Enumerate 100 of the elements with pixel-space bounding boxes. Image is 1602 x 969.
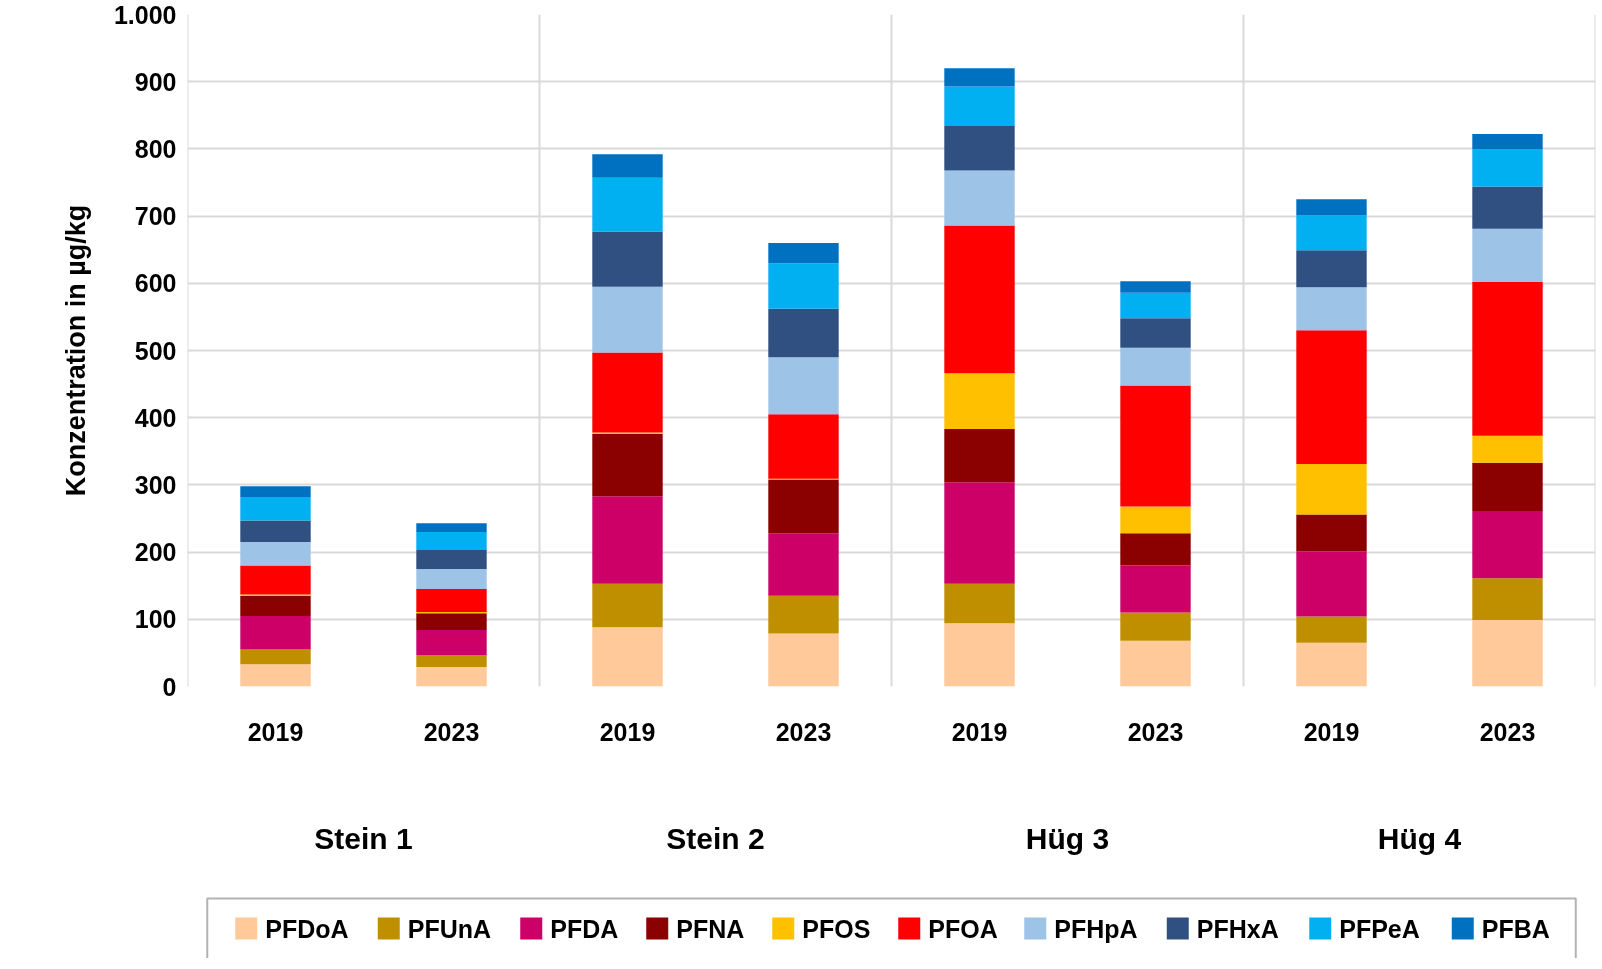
x-tick-label: 2023	[423, 717, 480, 746]
text: Stein 1	[314, 822, 413, 855]
bar	[240, 664, 311, 687]
bar	[1472, 578, 1543, 620]
y-tick-label: 500	[134, 336, 177, 365]
x-tick-label: 2019	[247, 717, 304, 746]
legend-label: PFPeA	[1339, 914, 1420, 943]
bar	[1296, 551, 1367, 617]
bar	[768, 263, 839, 309]
bar	[768, 533, 839, 596]
bar	[944, 583, 1015, 624]
bar	[240, 542, 311, 566]
bar	[1296, 250, 1367, 288]
bar	[592, 496, 663, 584]
y-tick-label: 100	[134, 605, 177, 634]
bar	[944, 86, 1015, 127]
y-tick-label: 300	[134, 470, 177, 499]
bar	[944, 482, 1015, 584]
bar	[240, 595, 311, 616]
bar	[768, 357, 839, 415]
bar	[416, 654, 487, 668]
y-tick-label: 400	[134, 403, 177, 432]
bar	[416, 531, 487, 551]
bar	[944, 126, 1015, 171]
bar	[240, 565, 311, 595]
bar	[1296, 330, 1367, 465]
y-tick-label: 600	[134, 269, 177, 298]
legend-label: PFOS	[802, 914, 871, 943]
bar	[240, 649, 311, 665]
bar	[1120, 281, 1191, 293]
bar	[416, 589, 487, 612]
bar	[944, 429, 1015, 483]
y-tick-label: 800	[134, 134, 177, 163]
y-tick-label: 1.000	[113, 0, 177, 29]
bar	[1120, 640, 1191, 687]
bar	[592, 433, 663, 497]
bar	[1120, 506, 1191, 534]
bar	[944, 623, 1015, 687]
bar	[768, 308, 839, 358]
bar	[1296, 514, 1367, 552]
bar	[1120, 612, 1191, 641]
bar	[1120, 318, 1191, 348]
legend-label: PFNA	[676, 914, 745, 943]
bar	[416, 523, 487, 532]
legend-label: PFDoA	[265, 914, 349, 943]
y-axis-title: Konzentration in µg/kg	[60, 204, 91, 497]
x-tick-label: 2019	[1303, 717, 1360, 746]
bar	[592, 583, 663, 628]
bar	[768, 479, 839, 534]
y-tick-label: 900	[134, 67, 177, 96]
legend-label: PFBA	[1481, 914, 1550, 943]
bar	[416, 630, 487, 655]
bar	[592, 352, 663, 433]
bar	[1472, 281, 1543, 436]
bar	[240, 497, 311, 521]
bar	[592, 154, 663, 178]
bar	[1120, 292, 1191, 319]
bar	[768, 633, 839, 687]
text: Stein 2	[666, 822, 765, 855]
bar	[1296, 642, 1367, 687]
bar	[1296, 287, 1367, 331]
bar	[1472, 619, 1543, 687]
bar	[1472, 228, 1543, 282]
bar	[1120, 533, 1191, 566]
bar	[416, 568, 487, 590]
bar	[768, 242, 839, 264]
bar	[768, 414, 839, 479]
bar	[1120, 385, 1191, 507]
x-tick-label: 2019	[951, 717, 1008, 746]
legend-label: PFUnA	[407, 914, 492, 943]
bar	[240, 615, 311, 650]
text: Hüg 4	[1377, 822, 1462, 855]
bar	[240, 486, 311, 497]
bar	[416, 667, 487, 687]
x-tick-label: 2023	[1127, 717, 1184, 746]
bar	[240, 520, 311, 543]
bar	[592, 627, 663, 687]
legend-label: PFHpA	[1054, 914, 1138, 943]
x-tick-label: 2023	[775, 717, 832, 746]
bar	[1472, 186, 1543, 229]
x-tick-label: 2023	[1479, 717, 1536, 746]
y-tick-label: 0	[162, 672, 177, 701]
bar	[944, 373, 1015, 430]
bar	[416, 613, 487, 631]
bar	[944, 225, 1015, 374]
bar	[592, 177, 663, 232]
bar	[1296, 616, 1367, 643]
bar	[768, 595, 839, 634]
bar	[1472, 511, 1543, 579]
bar	[1472, 134, 1543, 150]
legend-label: PFHxA	[1196, 914, 1279, 943]
y-tick-label: 700	[134, 202, 177, 231]
x-tick-label: 2019	[599, 717, 656, 746]
legend-label: PFOA	[928, 914, 998, 943]
bar	[1296, 215, 1367, 251]
legend-label: PFDA	[550, 914, 619, 943]
bar	[944, 170, 1015, 226]
bar	[1472, 462, 1543, 512]
text: Hüg 3	[1025, 822, 1110, 855]
bar	[1296, 199, 1367, 216]
